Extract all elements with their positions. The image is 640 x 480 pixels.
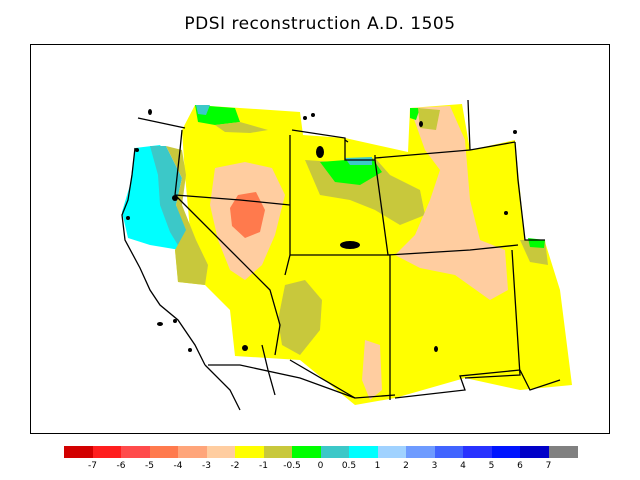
lake-11 [173,319,177,323]
pdsi-region-ne-olive [418,108,440,130]
lake-4 [419,121,423,127]
pdsi-region-plains-peach [395,106,508,300]
or-id-border [174,194,291,206]
baja-coast [204,364,241,411]
lake-2 [303,116,307,120]
pdsi-region-wy-teal [345,157,372,165]
lake-tahoe [172,195,178,201]
mexico-border [208,364,356,399]
flathead-lake [316,146,324,158]
lakes [126,109,517,352]
pdsi-region-az-olive [278,280,322,355]
wy-sd-border [374,159,519,256]
pdsi-region-nm-peach [362,340,382,400]
canada-border-west [137,117,186,129]
lake-3 [311,113,315,117]
pacific-coastline [121,147,206,366]
lake-6 [504,211,508,215]
pdsi-region-coast-teal [150,146,188,252]
mt-wy-border [344,140,376,161]
lake-9 [188,348,192,352]
ca-nv-border [174,194,281,356]
lake-7 [434,346,438,352]
state-borders [121,99,561,411]
great-salt-lake [340,241,360,249]
lake-1 [148,109,152,115]
canada-border-east [291,129,349,143]
lake-12 [126,216,130,220]
plains-east [514,141,545,241]
texas-east [519,369,561,391]
map-title: PDSI reconstruction A.D. 1505 [184,14,456,34]
lake-8 [242,345,248,351]
pdsi-region-basin-orange [230,192,265,238]
lake-5 [513,130,517,134]
nm-tx-border [394,369,521,399]
lake-13 [135,148,139,152]
lake-10 [157,322,163,326]
pdsi-region-nw-olive [215,122,268,133]
pdsi-region-coast-olive [166,146,208,285]
pdsi-region-ne-green [410,108,420,120]
gulf-coast [261,344,276,396]
north-border-east [467,99,471,151]
pdsi-region-nw-teal [196,105,210,115]
wa-or-border [174,129,183,196]
ks-ok-border [464,249,521,379]
